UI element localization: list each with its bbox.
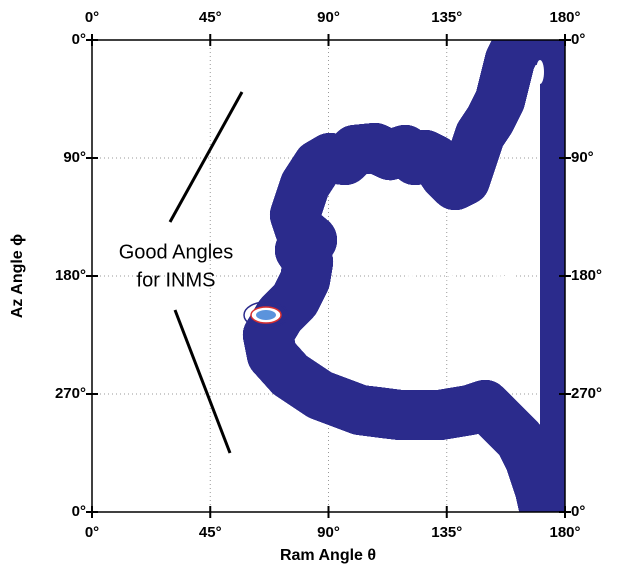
x-tick-label: 90° — [317, 9, 340, 26]
x-tick-label: 0° — [85, 524, 99, 541]
x-tick-label: 90° — [317, 524, 340, 541]
annotation: not applicable — [398, 293, 521, 315]
y-tick-label: 270° — [55, 385, 86, 402]
x-tick-label: 135° — [431, 524, 462, 541]
hole — [531, 86, 537, 94]
island-region — [256, 310, 276, 320]
y-tick-label: 0° — [571, 503, 585, 520]
y-tick-label: 180° — [55, 267, 86, 284]
x-tick-label: 45° — [199, 524, 222, 541]
y-tick-label: 90° — [63, 149, 86, 166]
arrow-line — [173, 309, 232, 454]
y-tick-label: 270° — [571, 385, 602, 402]
y-tick-label: 0° — [72, 503, 86, 520]
x-tick-label: 135° — [431, 9, 462, 26]
x-tick-label: 180° — [549, 9, 580, 26]
x-axis-label: Ram Angle θ — [280, 547, 376, 564]
x-tick-label: 180° — [549, 524, 580, 541]
annotation: Good Angles — [119, 241, 234, 263]
annotation: for INMS — [137, 269, 216, 291]
y-tick-label: 90° — [571, 149, 594, 166]
y-tick-label: 0° — [72, 31, 86, 48]
hole — [536, 60, 544, 84]
x-tick-label: 0° — [85, 9, 99, 26]
arrow-line — [168, 91, 244, 223]
y-tick-label: 0° — [571, 31, 585, 48]
contours — [243, 40, 565, 512]
y-tick-label: 180° — [571, 267, 602, 284]
axes: 0° 0° 45° 45° 90° 90° 135° 135° 180° 180° 0° 0° 90° 9… — [55, 9, 602, 541]
island-contour — [243, 301, 289, 329]
x-tick-label: 45° — [199, 9, 222, 26]
y-axis-label: Az Angle ϕ — [9, 234, 26, 318]
annotation: INMS model — [405, 265, 515, 287]
